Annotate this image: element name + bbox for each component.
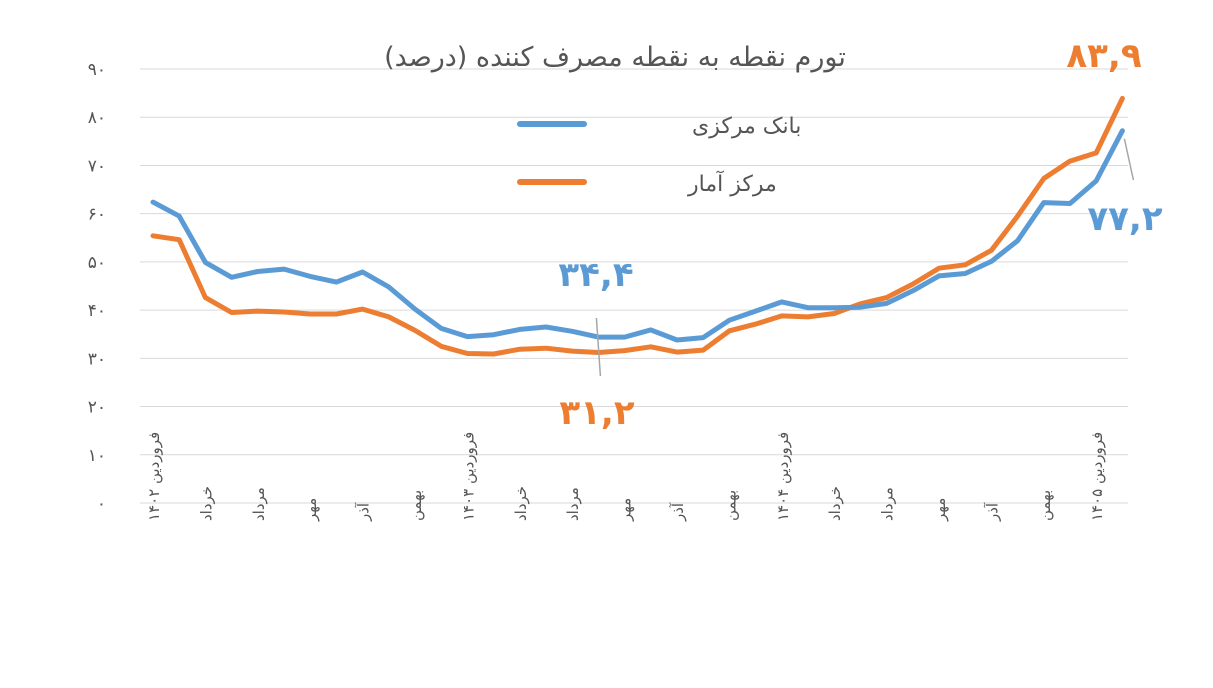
data-annotation: ۳۱,۲ [559,393,634,433]
x-axis-ticks: فروردین ۱۴۰۲ خرداد مرداد مهر آذر بهمن فروردین … [145,432,1106,522]
y-tick-label: ۳۰ [88,349,106,369]
x-tick-label: مهر [617,498,635,522]
x-tick-label: آذر [983,502,1001,522]
legend-label-central-bank: بانک مرکزی [692,114,801,139]
legend-label-statistics-center: مرکز آمار [687,170,777,197]
y-tick-label: ۷۰ [88,156,106,176]
x-tick-label: آذر [355,502,373,522]
x-tick-label: مرداد [564,487,582,521]
series-line-central-bank [150,128,1125,343]
x-tick-label: خرداد [826,486,844,521]
y-tick-label: ۱۰ [88,446,106,466]
x-tick-label: بهمن [721,490,739,521]
annotation-leader [1123,138,1135,181]
data-annotation: ۳۴,۴ [558,255,633,295]
y-tick-label: ۰ [97,494,106,514]
x-tick-label: مهر [302,498,320,522]
x-tick-label: خرداد [512,486,530,521]
annotation-leader [595,317,602,377]
x-tick-label: خرداد [197,486,215,521]
series-line-statistics-center [150,95,1125,357]
data-annotation: ۸۳,۹ [1066,36,1141,76]
x-tick-label: فروردین ۱۴۰۳ [459,432,477,521]
y-tick-label: ۹۰ [88,60,106,80]
y-tick-label: ۵۰ [88,253,106,273]
y-tick-label: ۴۰ [88,301,106,321]
x-tick-label: فروردین ۱۴۰۲ [145,432,163,521]
x-tick-label: بهمن [1036,490,1054,521]
x-tick-label: آذر [669,502,687,522]
y-tick-label: ۲۰ [88,398,106,418]
gridlines [140,68,1128,504]
x-tick-label: فروردین ۱۴۰۴ [774,432,792,521]
y-tick-label: ۸۰ [88,108,106,128]
x-tick-label: مرداد [879,487,897,521]
x-tick-label: بهمن [407,490,425,521]
legend: بانک مرکزی مرکز آمار [517,114,801,197]
chart-title: تورم نقطه به نقطه مصرف کننده (درصد) [384,42,846,73]
x-tick-label: مهر [931,498,949,522]
x-tick-label: مرداد [250,487,268,521]
series-lines [150,95,1125,357]
data-annotation: ۷۷,۲ [1087,199,1162,239]
y-axis-ticks: ۰ ۱۰ ۲۰ ۳۰ ۴۰ ۵۰ ۶۰ ۷۰ ۸۰ ۹۰ [88,60,106,514]
y-tick-label: ۶۰ [88,205,106,225]
annotations: ۳۴,۴ ۳۱,۲ ۸۳,۹ ۷۷,۲ [558,36,1162,433]
x-tick-label: فروردین ۱۴۰۵ [1088,432,1106,521]
annotation-leaders [595,138,1135,377]
